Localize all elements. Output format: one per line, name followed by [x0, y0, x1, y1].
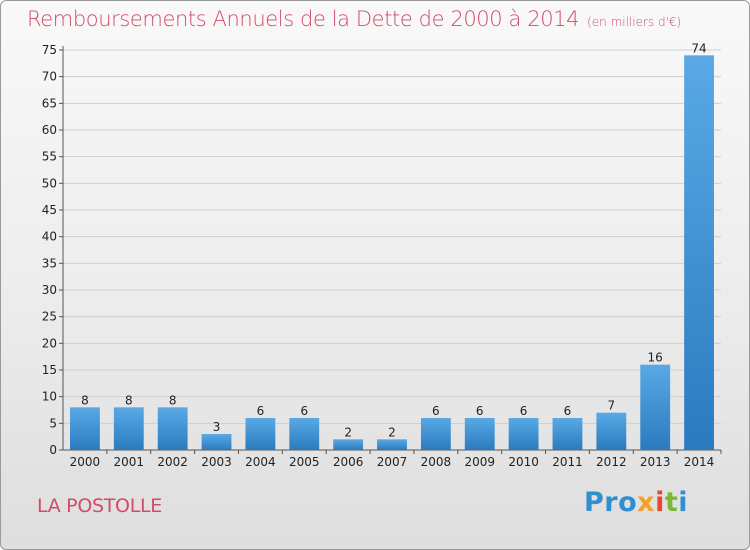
bar: [640, 364, 671, 450]
bar: [508, 418, 539, 450]
y-tick-label: 30: [42, 283, 57, 297]
y-tick-label: 10: [42, 390, 57, 404]
bar: [113, 407, 144, 450]
x-tick-label: 2010: [508, 455, 539, 469]
x-tick-label: 2009: [464, 455, 495, 469]
x-axis: 2000 2001 2002 2003 2004 2005 2006 2007 2008 2009…: [63, 449, 722, 469]
bar: [245, 418, 276, 450]
x-tick-label: 2011: [552, 455, 583, 469]
x-tick-label: 2005: [289, 455, 320, 469]
bar: [552, 418, 583, 450]
y-tick-label: 55: [42, 150, 57, 164]
bar: [289, 418, 320, 450]
bar-value-label: 6: [300, 404, 308, 418]
x-tick-label: 2003: [201, 455, 232, 469]
logo-part: t: [664, 487, 679, 518]
logo-part: i: [655, 487, 665, 518]
x-tick-label: 2000: [70, 455, 101, 469]
chart-title: Remboursements Annuels de la Dette de 20…: [27, 7, 681, 31]
bar-value-label: 8: [125, 393, 133, 407]
bar-value-label: 8: [169, 393, 177, 407]
grid-lines: [63, 49, 721, 424]
y-tick-label: 50: [42, 176, 57, 190]
proxiti-logo: Proxiti: [584, 487, 688, 518]
bar-value-label: 2: [344, 425, 352, 439]
x-tick-label: 2001: [114, 455, 145, 469]
y-tick-label: 45: [42, 203, 57, 217]
y-tick-label: 5: [49, 416, 57, 430]
bar-value-label: 6: [257, 404, 265, 418]
y-tick-label: 35: [42, 256, 57, 270]
y-tick-label: 25: [42, 310, 57, 324]
x-tick-label: 2012: [596, 455, 627, 469]
bar-value-label: 6: [432, 404, 440, 418]
bar-value-label: 6: [476, 404, 484, 418]
chart-unit: (en milliers d'€): [587, 15, 682, 29]
bar: [201, 434, 232, 450]
bar: [464, 418, 495, 450]
bar-value-label: 6: [520, 404, 528, 418]
logo-part: Pro: [584, 487, 638, 518]
bar-value-label: 8: [81, 393, 89, 407]
x-tick-label: 2006: [333, 455, 364, 469]
bar-value-label: 16: [648, 351, 663, 365]
y-axis: 0 5 10 15 20 25 30 35 40 45 50 55 60 65 70 75: [42, 43, 64, 457]
y-tick-label: 75: [42, 43, 57, 57]
y-tick-label: 15: [42, 363, 57, 377]
bar-value-label: 3: [213, 420, 221, 434]
logo-part: x: [637, 487, 656, 518]
bar: [596, 412, 627, 450]
commune-name: LA POSTOLLE: [37, 495, 162, 517]
y-tick-label: 65: [42, 96, 57, 110]
bar-value-label: 7: [608, 399, 616, 413]
bar: [420, 418, 451, 450]
y-tick-label: 20: [42, 336, 57, 350]
bar: [333, 439, 364, 450]
bar: [70, 407, 100, 450]
x-tick-label: 2014: [684, 455, 715, 469]
bar-value-label: 2: [388, 425, 396, 439]
bars: 8 8 8 3 6 6 2 2 6 6 6 6 7 16 74: [70, 41, 714, 450]
y-tick-label: 70: [42, 70, 57, 84]
bar: [684, 55, 714, 450]
x-tick-label: 2008: [421, 455, 452, 469]
x-tick-label: 2007: [377, 455, 408, 469]
y-tick-label: 40: [42, 230, 57, 244]
chart-title-text: Remboursements Annuels de la Dette de 20…: [27, 7, 580, 31]
bar: [377, 439, 407, 450]
y-tick-label: 0: [49, 443, 57, 457]
x-tick-label: 2004: [245, 455, 276, 469]
bar: [157, 407, 188, 450]
x-tick-label: 2013: [640, 455, 671, 469]
bar-value-label: 6: [564, 404, 572, 418]
y-tick-label: 60: [42, 123, 57, 137]
bar-value-label: 74: [691, 41, 706, 55]
x-tick-label: 2002: [157, 455, 188, 469]
logo-part: i: [678, 487, 689, 518]
